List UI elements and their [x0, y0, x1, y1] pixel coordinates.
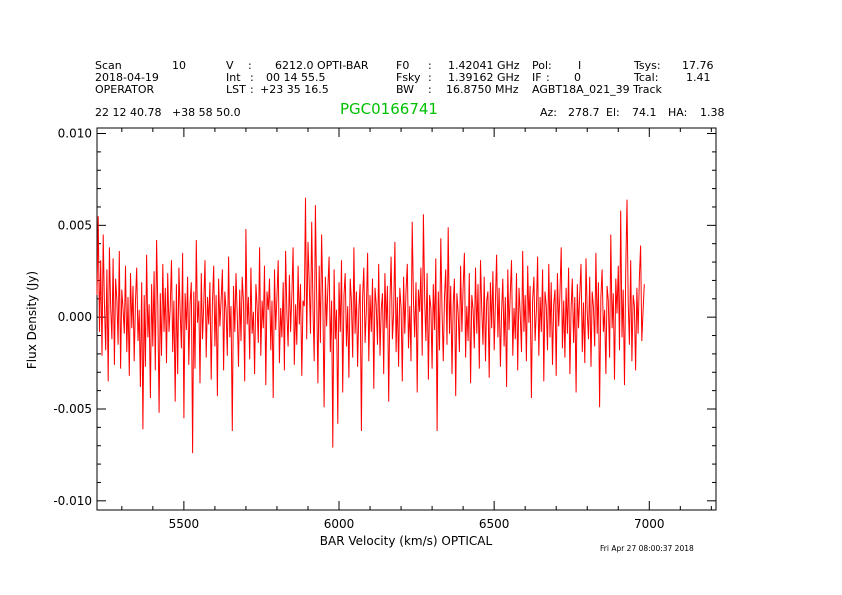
- int-value: 00 14 55.5: [266, 71, 326, 84]
- x-tick-label: 6500: [479, 517, 510, 531]
- x-tick-label: 6000: [324, 517, 355, 531]
- lst-value: +23 35 16.5: [260, 83, 329, 96]
- project-value: AGBT18A_021_39 Track: [532, 83, 662, 96]
- source-name: PGC0166741: [340, 100, 438, 118]
- bw-label: BW: [396, 83, 415, 96]
- el-label: El:: [606, 106, 620, 119]
- ha-label: HA:: [668, 106, 688, 119]
- y-axis-label: Flux Density (Jy): [25, 271, 39, 369]
- y-tick-label: -0.010: [53, 494, 92, 508]
- if-value: 0: [574, 71, 581, 84]
- tcal-value: 1.41: [686, 71, 711, 84]
- operator-value: OPERATOR: [95, 83, 155, 96]
- x-tick-label: 7000: [634, 517, 665, 531]
- int-label: Int: [226, 71, 241, 84]
- az-value: 278.7: [568, 106, 600, 119]
- tcal-label: Tcal:: [634, 71, 659, 84]
- y-axis-ticks: -0.010 -0.005 0.000 0.005 0.010: [53, 127, 716, 508]
- spectrum-line: [96, 197, 645, 454]
- if-label: IF: [532, 71, 542, 84]
- velocity-colon: :: [248, 59, 252, 72]
- y-tick-label: 0.000: [58, 310, 92, 324]
- scan-label: Scan: [95, 59, 122, 72]
- spectrum-series: [96, 197, 645, 454]
- scan-value: 10: [172, 59, 186, 72]
- pol-label: Pol:: [532, 59, 552, 72]
- y-tick-label: 0.005: [58, 218, 92, 232]
- f0-label: F0: [396, 59, 410, 72]
- fsky-value: 1.39162 GHz: [448, 71, 520, 84]
- y-tick-label: -0.005: [53, 402, 92, 416]
- x-axis-ticks: 5500 6000 6500 7000: [121, 128, 712, 531]
- int-colon: :: [250, 71, 254, 84]
- date-value: 2018-04-19: [95, 71, 159, 84]
- bw-value: 16.8750 MHz: [446, 83, 519, 96]
- velocity-value: 6212.0 OPTI-BAR: [275, 59, 369, 72]
- tsys-value: 17.76: [682, 59, 714, 72]
- tsys-label: Tsys:: [634, 59, 661, 72]
- bw-colon: :: [428, 83, 432, 96]
- lst-label: LST: [226, 83, 246, 96]
- ha-value: 1.38: [700, 106, 725, 119]
- el-value: 74.1: [632, 106, 657, 119]
- x-axis-label: BAR Velocity (km/s) OPTICAL: [320, 534, 493, 548]
- f0-value: 1.42041 GHz: [448, 59, 520, 72]
- f0-colon: :: [428, 59, 432, 72]
- plot-timestamp: Fri Apr 27 08:00:37 2018: [600, 544, 694, 553]
- coordinates: 22 12 40.78 +38 58 50.0: [95, 106, 241, 119]
- velocity-label: V: [226, 59, 234, 72]
- if-colon: :: [546, 71, 550, 84]
- plot-frame: [96, 127, 717, 511]
- y-tick-label: 0.010: [58, 127, 92, 141]
- lst-colon: :: [250, 83, 254, 96]
- pol-value: I: [578, 59, 582, 72]
- az-label: Az:: [540, 106, 558, 119]
- fsky-colon: :: [428, 71, 432, 84]
- x-tick-label: 5500: [169, 517, 200, 531]
- fsky-label: Fsky: [396, 71, 421, 84]
